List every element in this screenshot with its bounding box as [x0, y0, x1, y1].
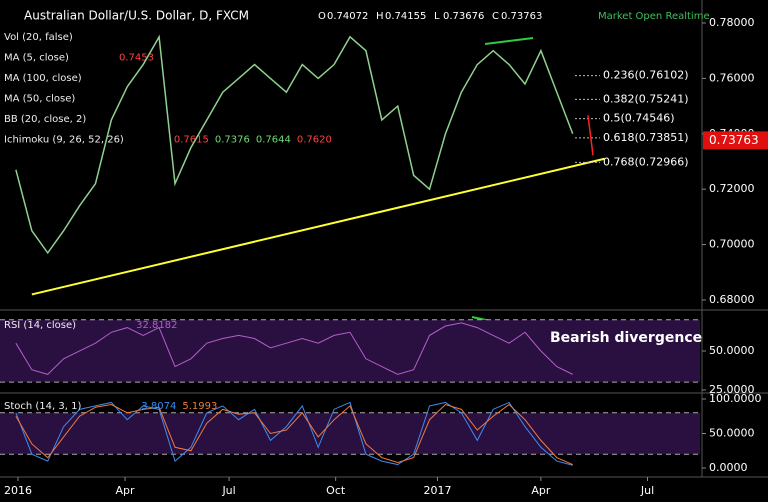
y-tick-label: 50.0000: [709, 426, 755, 439]
band-fill: [0, 412, 700, 455]
x-tick-label: Apr: [116, 484, 136, 497]
last-price-label: 0.73763: [709, 133, 759, 147]
fib-label: 0.5(0.74546): [603, 112, 675, 125]
indicator-value: 0.7644: [256, 135, 291, 146]
panel-name: RSI (14, close): [4, 320, 76, 331]
indicator-value: 0.7620: [297, 135, 332, 146]
fib-label: 0.768(0.72966): [603, 155, 689, 168]
divergence-line: [484, 37, 534, 45]
indicator-value: 0.7453: [119, 53, 154, 64]
last-price-box: [703, 131, 768, 150]
ohlc-label: L: [434, 11, 440, 22]
ohlc-value: 0.74072: [327, 11, 368, 22]
y-tick-label: 0.76000: [709, 71, 755, 84]
ohlc-label: O: [318, 11, 326, 22]
ohlc-value: 0.74155: [385, 11, 426, 22]
indicator-name: MA (100, close): [4, 73, 82, 84]
ohlc-label: C: [492, 11, 499, 22]
y-tick-label: 0.78000: [709, 16, 755, 29]
ohlc-label: H: [376, 11, 384, 22]
panel-value: 32.8182: [136, 320, 177, 331]
indicator-name: BB (20, close, 2): [4, 114, 86, 125]
y-tick-label: 0.0000: [709, 461, 748, 474]
fib-label: 0.236(0.76102): [603, 69, 689, 82]
indicator-name: MA (5, close): [4, 53, 69, 64]
x-tick-label: Jul: [221, 484, 235, 497]
trendline: [31, 157, 605, 296]
series-line: [15, 403, 573, 466]
y-tick-label: 0.68000: [709, 293, 755, 306]
y-tick-label: 25.0000: [709, 383, 755, 396]
last-arrow: [587, 115, 594, 156]
x-tick-label: 2016: [4, 484, 32, 497]
panel-value: 3.8074: [141, 401, 176, 412]
ohlc-value: 0.73676: [443, 11, 484, 22]
y-tick-label: 100.0000: [709, 392, 762, 405]
y-tick-label: 50.0000: [709, 344, 755, 357]
indicator-name: MA (50, close): [4, 94, 75, 105]
panel-name: Stoch (14, 3, 1): [4, 401, 81, 412]
x-tick-label: 2017: [424, 484, 452, 497]
indicator-value: 0.7376: [215, 135, 250, 146]
y-tick-label: 0.70000: [709, 238, 755, 251]
x-tick-label: Apr: [531, 484, 551, 497]
series-line: [15, 34, 574, 255]
fib-label: 0.382(0.75241): [603, 92, 689, 105]
status: Market Open Realtime: [598, 11, 710, 22]
y-tick-label: 0.72000: [709, 182, 755, 195]
indicator-name: Ichimoku (9, 26, 52, 26): [4, 135, 124, 146]
series-line: [15, 322, 573, 375]
annotation: Bearish divergence: [550, 330, 702, 346]
panel-value: 5.1993: [182, 401, 217, 412]
series-line: [15, 401, 573, 466]
chart-title: Australian Dollar/U.S. Dollar, D, FXCM: [24, 9, 249, 23]
ohlc-value: 0.73763: [501, 11, 542, 22]
indicator-value: 0.7615: [174, 135, 209, 146]
x-tick-label: Jul: [640, 484, 654, 497]
indicator-name: Vol (20, false): [4, 32, 73, 43]
fib-label: 0.618(0.73851): [603, 131, 689, 144]
x-tick-label: Oct: [326, 484, 346, 497]
